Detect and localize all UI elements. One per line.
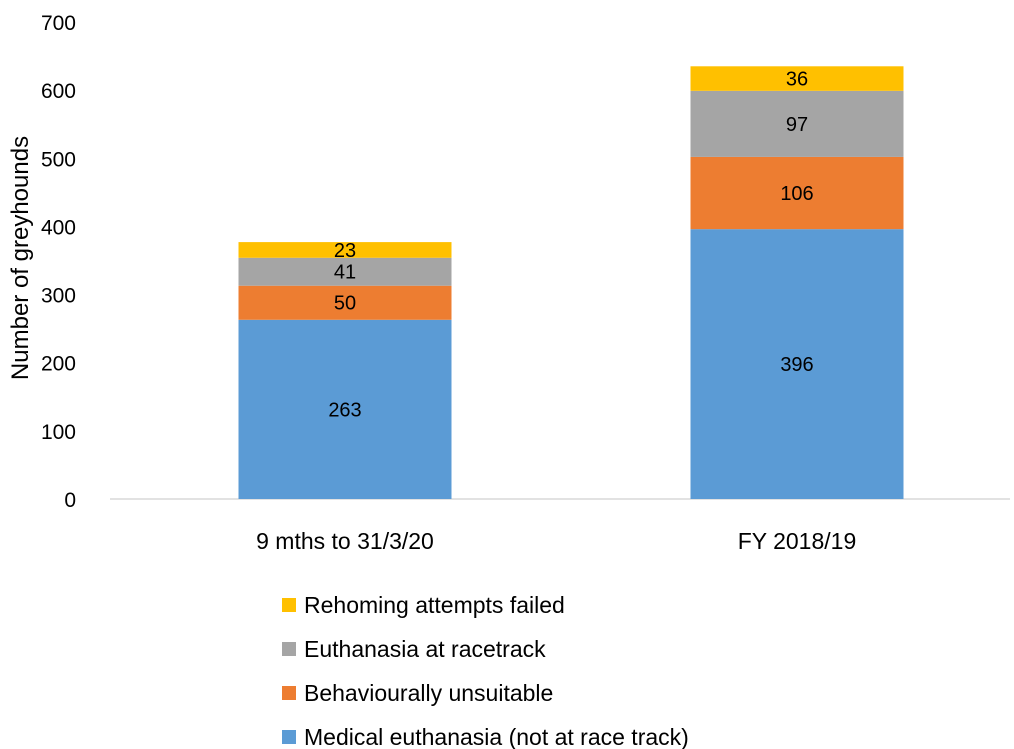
x-tick-label: 9 mths to 31/3/20 bbox=[256, 528, 434, 554]
bar-segment bbox=[238, 319, 452, 499]
legend-label: Rehoming attempts failed bbox=[304, 592, 565, 618]
data-label: 97 bbox=[786, 114, 808, 136]
y-tick-label: 700 bbox=[41, 12, 76, 35]
data-label: 263 bbox=[328, 399, 361, 421]
y-tick-label: 200 bbox=[41, 353, 76, 376]
bar-segment bbox=[690, 229, 904, 499]
legend-label: Behaviourally unsuitable bbox=[304, 680, 553, 706]
legend-swatch bbox=[282, 686, 296, 700]
data-label: 41 bbox=[334, 262, 356, 284]
x-axis: 9 mths to 31/3/20 FY 2018/19 bbox=[256, 528, 856, 554]
legend-swatch bbox=[282, 730, 296, 744]
data-label: 396 bbox=[780, 354, 813, 376]
y-tick-label: 500 bbox=[41, 148, 76, 171]
bar-segment bbox=[690, 90, 904, 157]
data-label: 36 bbox=[786, 69, 808, 91]
data-label: 50 bbox=[334, 293, 356, 315]
y-tick-label: 0 bbox=[64, 489, 76, 512]
data-label: 23 bbox=[334, 240, 356, 262]
bar-segment bbox=[690, 156, 904, 230]
legend-swatch bbox=[282, 598, 296, 612]
bar-segment bbox=[690, 66, 904, 91]
x-tick-label: FY 2018/19 bbox=[738, 528, 857, 554]
y-tick-label: 600 bbox=[41, 80, 76, 103]
y-tick-label: 100 bbox=[41, 421, 76, 444]
legend-label: Medical euthanasia (not at race track) bbox=[304, 724, 689, 749]
y-axis-title: Number of greyhounds bbox=[7, 136, 34, 380]
bar-segment bbox=[238, 257, 452, 286]
bar-segment bbox=[238, 285, 452, 320]
legend: Rehoming attempts failed Euthanasia at ra… bbox=[282, 592, 689, 749]
data-label: 106 bbox=[780, 183, 813, 205]
legend-label: Euthanasia at racetrack bbox=[304, 636, 546, 662]
y-axis: 0 100 200 300 400 500 600 700 bbox=[41, 12, 76, 512]
y-tick-label: 300 bbox=[41, 285, 76, 308]
bar-segment bbox=[238, 242, 452, 258]
legend-swatch bbox=[282, 642, 296, 656]
y-tick-label: 400 bbox=[41, 216, 76, 239]
